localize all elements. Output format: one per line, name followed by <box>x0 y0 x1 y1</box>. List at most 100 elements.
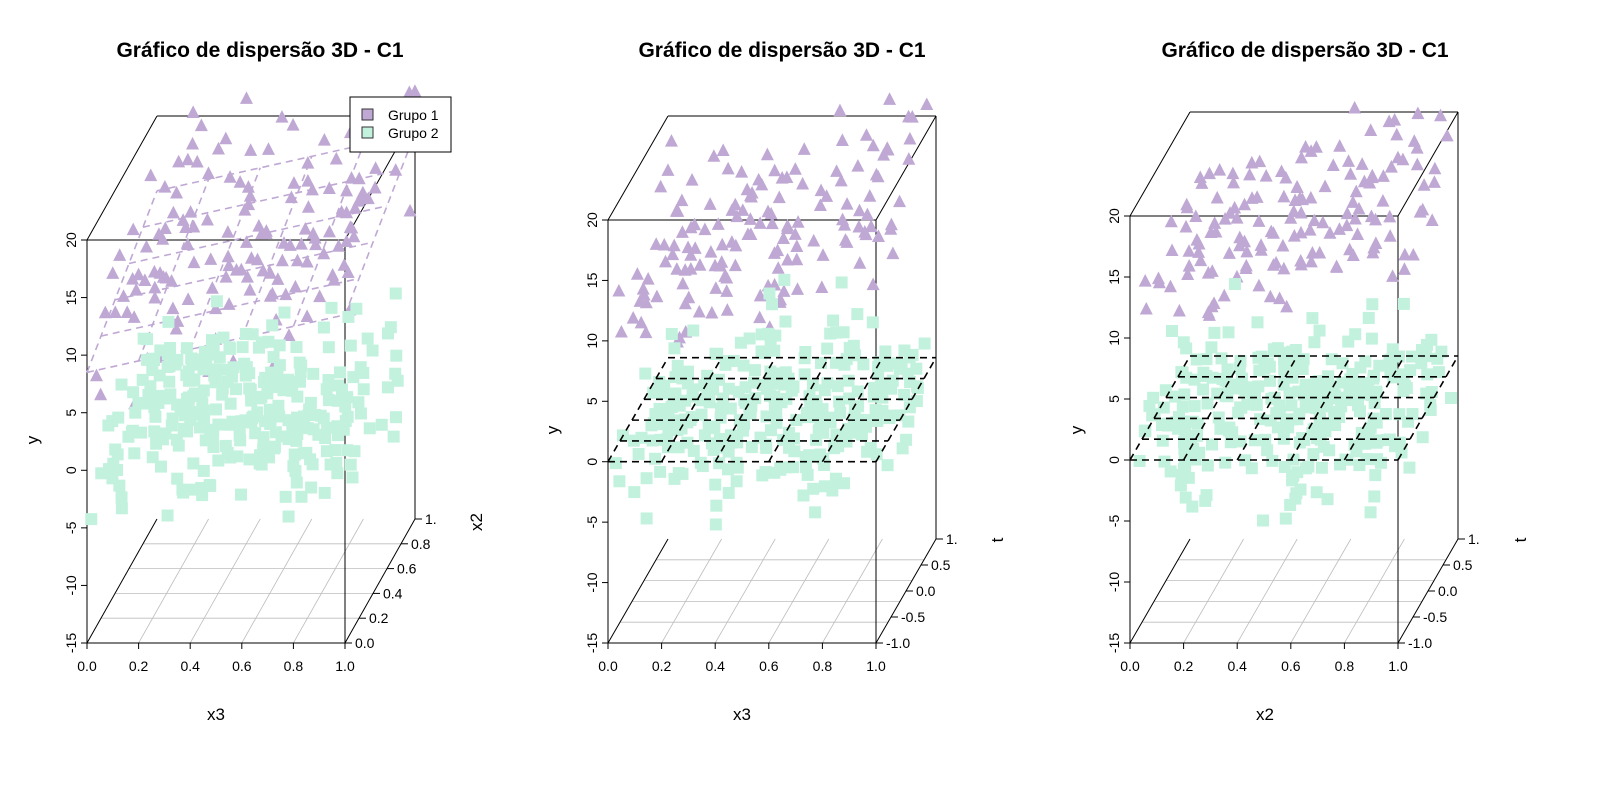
point-grupo-2 <box>219 439 232 452</box>
point-grupo-1 <box>814 183 828 197</box>
chart-title: Gráfico de dispersão 3D - C1 <box>1161 39 1448 62</box>
point-grupo-1 <box>347 229 361 243</box>
point-grupo-2 <box>713 457 726 470</box>
point-grupo-1 <box>139 239 153 253</box>
point-grupo-2 <box>807 482 820 495</box>
point-grupo-1 <box>1277 189 1291 203</box>
point-grupo-1 <box>851 159 865 172</box>
point-grupo-2 <box>1310 486 1323 499</box>
point-grupo-2 <box>153 389 166 402</box>
x-tick-label: 0.4 <box>180 658 200 674</box>
point-grupo-2 <box>765 298 778 311</box>
point-grupo-1 <box>1189 209 1203 223</box>
floor-grid-line <box>241 518 313 644</box>
point-grupo-1 <box>630 267 644 280</box>
point-grupo-1 <box>1333 139 1347 152</box>
point-grupo-2 <box>266 319 279 332</box>
point-grupo-2 <box>646 434 659 447</box>
point-grupo-2 <box>635 431 648 444</box>
box-edge <box>344 518 416 644</box>
point-grupo-1 <box>1294 150 1308 164</box>
z-tick-label: -1.0 <box>1408 635 1432 651</box>
y-tick-label: 20 <box>584 212 600 228</box>
point-grupo-2 <box>1201 459 1214 472</box>
point-grupo-1 <box>181 292 195 305</box>
box-edge <box>607 538 669 644</box>
point-grupo-2 <box>748 364 761 377</box>
point-grupo-2 <box>1228 278 1241 291</box>
point-grupo-2 <box>1214 422 1227 435</box>
point-grupo-1 <box>886 246 900 260</box>
point-grupo-2 <box>234 434 247 447</box>
point-grupo-1 <box>1264 224 1278 238</box>
legend-label-grupo-2: Grupo 2 <box>388 125 439 141</box>
point-grupo-1 <box>743 212 757 225</box>
point-grupo-2 <box>847 339 860 352</box>
x-tick-label: 0.0 <box>77 658 97 674</box>
point-grupo-2 <box>150 431 163 444</box>
point-grupo-2 <box>1254 413 1267 426</box>
point-grupo-2 <box>290 421 303 434</box>
point-grupo-2 <box>809 506 822 519</box>
point-grupo-2 <box>1215 352 1228 365</box>
z-tick-label: 0.0 <box>1438 583 1458 599</box>
point-grupo-1 <box>165 274 179 287</box>
point-grupo-1 <box>711 217 725 230</box>
point-grupo-1 <box>255 226 269 240</box>
point-grupo-2 <box>830 326 843 339</box>
point-grupo-2 <box>239 327 252 340</box>
x-tick-label: 0.2 <box>1174 658 1194 674</box>
x-tick-label: 0.6 <box>759 658 779 674</box>
point-grupo-1 <box>797 142 811 155</box>
point-grupo-2 <box>282 433 295 446</box>
point-grupo-1 <box>309 237 323 251</box>
point-grupo-2 <box>1251 316 1264 329</box>
point-grupo-1 <box>1192 245 1206 258</box>
point-grupo-2 <box>842 374 855 387</box>
box-edge <box>86 518 158 644</box>
point-grupo-1 <box>736 203 750 216</box>
point-grupo-2 <box>832 440 845 453</box>
point-grupo-2 <box>1362 433 1375 446</box>
point-grupo-2 <box>886 374 899 387</box>
point-grupo-1 <box>715 255 729 268</box>
point-grupo-2 <box>709 478 722 491</box>
point-grupo-1 <box>768 163 782 177</box>
point-grupo-1 <box>233 175 247 188</box>
point-grupo-2 <box>375 418 388 431</box>
point-grupo-1 <box>1294 257 1308 271</box>
point-grupo-1 <box>1352 201 1366 215</box>
x-tick-label: 0.2 <box>652 658 672 674</box>
point-grupo-1 <box>676 276 690 290</box>
point-grupo-2 <box>361 332 374 345</box>
point-grupo-2 <box>1299 389 1312 402</box>
point-grupo-1 <box>153 266 167 279</box>
y-tick-label: 5 <box>63 409 79 417</box>
x-tick-label: 0.0 <box>598 658 618 674</box>
point-grupo-2 <box>640 512 653 525</box>
point-grupo-2 <box>911 380 924 393</box>
point-grupo-2 <box>153 369 166 382</box>
point-grupo-1 <box>221 249 235 263</box>
point-grupo-2 <box>180 342 193 355</box>
point-grupo-2 <box>848 403 861 416</box>
point-grupo-2 <box>178 409 191 422</box>
y-tick-label: 20 <box>63 232 79 248</box>
x-tick-label: 0.2 <box>129 658 149 674</box>
point-grupo-1 <box>252 219 266 232</box>
point-grupo-2 <box>197 404 210 417</box>
point-grupo-2 <box>227 361 240 374</box>
point-grupo-1 <box>1252 214 1266 227</box>
y-tick-label: 10 <box>1106 330 1122 346</box>
plane-line <box>86 190 158 373</box>
point-grupo-1 <box>866 138 880 152</box>
point-grupo-2 <box>331 467 344 480</box>
point-grupo-2 <box>1314 433 1327 446</box>
point-grupo-1 <box>1213 163 1227 176</box>
point-grupo-2 <box>855 419 868 432</box>
point-grupo-1 <box>667 238 681 252</box>
point-grupo-1 <box>772 190 786 204</box>
point-grupo-2 <box>325 301 338 314</box>
point-grupo-2 <box>279 490 292 503</box>
z-tick-label: -0.5 <box>1423 609 1447 625</box>
